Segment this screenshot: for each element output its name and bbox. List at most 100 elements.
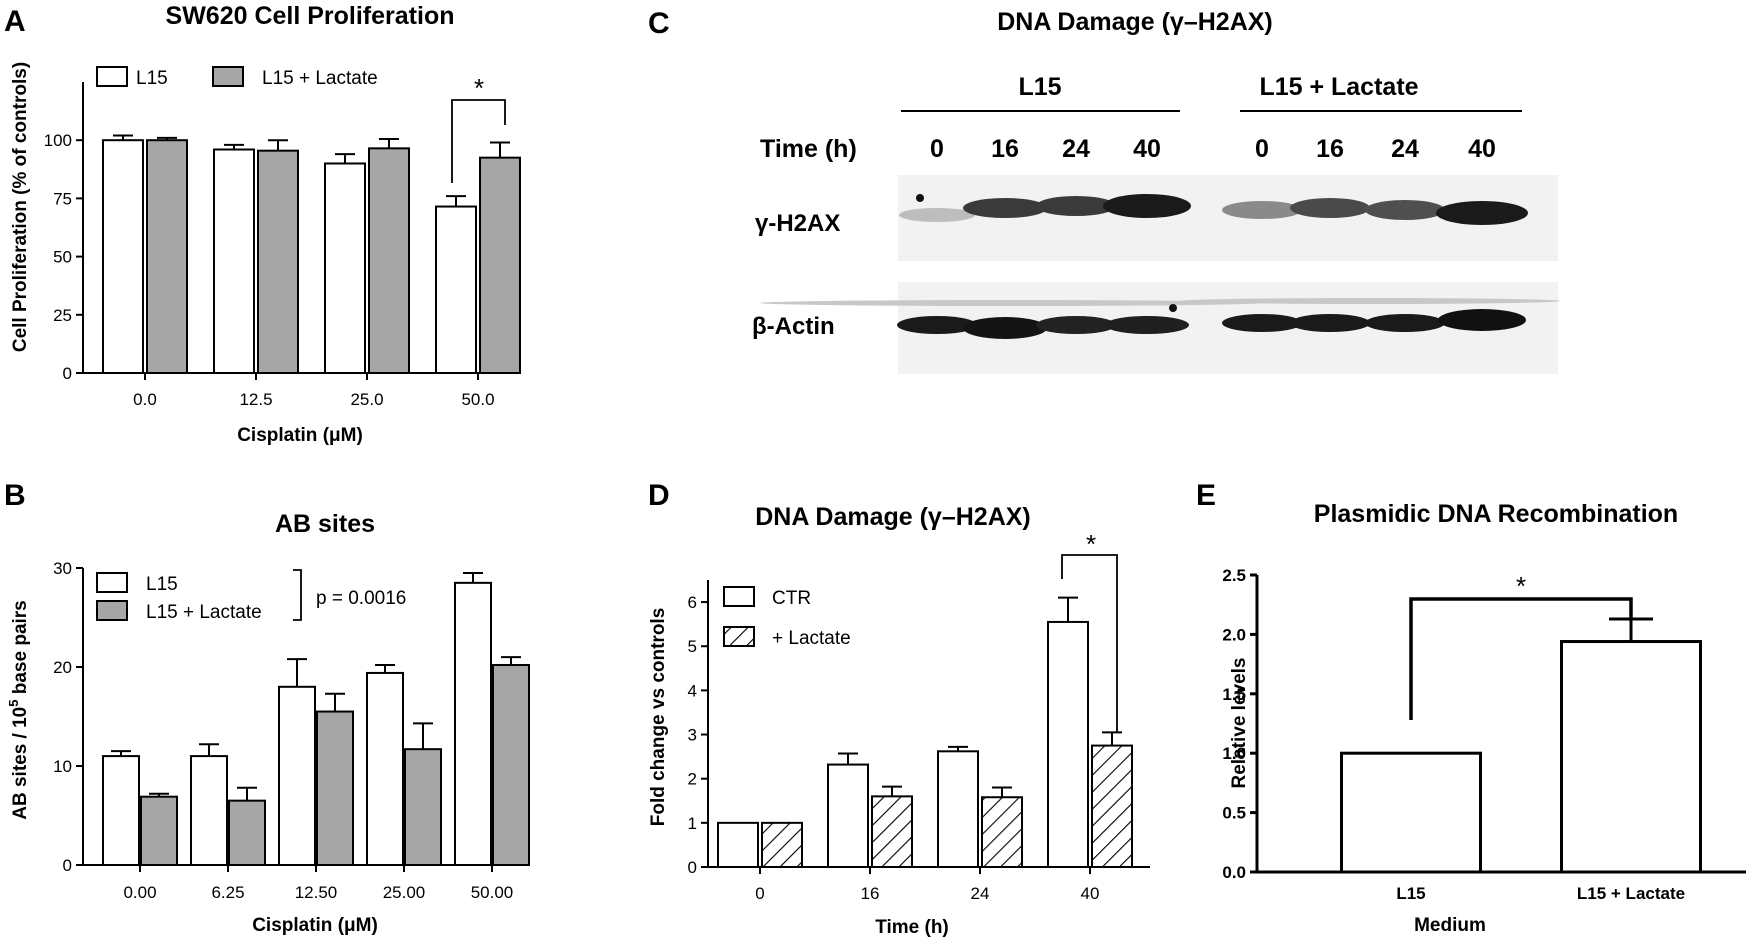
blot-time-labels: 0 16 24 40 0 16 24 40 [930, 135, 1496, 163]
chart-b-x-tick-label: 6.25 [211, 883, 244, 902]
chart-e-significance-bracket [1409, 597, 1633, 720]
chart-b-bar [454, 581, 492, 866]
chart-e-y-tick-label: 0.5 [1222, 804, 1246, 823]
chart-b-bar [278, 685, 316, 866]
blot-band [899, 208, 975, 222]
blot-time: 40 [1468, 135, 1496, 163]
chart-e-y-tick-label: 0.0 [1222, 863, 1246, 882]
chart-b-title: AB sites [275, 510, 375, 538]
chart-d-bar [1091, 744, 1133, 868]
blot-band [1036, 196, 1116, 216]
chart-e-xlabel: Medium [1414, 915, 1486, 936]
chart-d-title: DNA Damage (γ–H2AX) [755, 503, 1031, 531]
chart-a-ylabel: Cell Proliferation (% of controls) [10, 62, 31, 352]
chart-e-y-tick-label: 2.0 [1222, 625, 1246, 644]
chart-d-y-tick-label: 3 [688, 726, 697, 745]
chart-e-bar [1560, 640, 1702, 874]
chart-b-ylabel-main: AB sites / 10 [10, 707, 31, 820]
chart-e-y-tick-label: 1.0 [1222, 744, 1246, 763]
panel-label-d: D [648, 479, 670, 512]
chart-b-y-tick-label: 10 [53, 757, 72, 776]
blot-band [1438, 309, 1526, 331]
chart-b-legend-swatch-l15 [96, 572, 128, 593]
chart-d-legend-lactate: + Lactate [772, 628, 851, 649]
chart-a-y-tick-label: 25 [53, 306, 72, 325]
chart-b-ylabel-sup: 5 [6, 700, 21, 707]
blot-group-l15: L15 [1018, 73, 1061, 101]
blot-time: 24 [1391, 135, 1419, 163]
chart-d-y-tick-label: 6 [688, 593, 697, 612]
blot-band [1365, 314, 1445, 332]
chart-d-plot: 0 1 2 3 4 5 6 0 16 24 40 [688, 580, 1150, 903]
blot-band [1105, 316, 1189, 334]
chart-a-y-tick-label: 50 [53, 248, 72, 267]
chart-d-y-tick-label: 1 [688, 814, 697, 833]
blot-band [963, 198, 1047, 218]
blot-group-lactate: L15 + Lactate [1259, 73, 1418, 101]
blot-time: 16 [1316, 135, 1344, 163]
chart-d-y-tick-label: 5 [688, 637, 697, 656]
chart-a-x-tick-label: 50.0 [461, 390, 494, 409]
chart-a-x-tick-label: 0.0 [133, 390, 157, 409]
blot-bands-actin [760, 298, 1560, 339]
chart-d: DNA Damage (γ–H2AX) Time (h) Fold change… [648, 503, 1150, 938]
blot-band [1290, 198, 1370, 218]
chart-d-x-tick-label: 0 [755, 884, 764, 903]
chart-a-x-tick-label: 12.5 [239, 390, 272, 409]
blot-row-label-actin: β-Actin [752, 313, 835, 340]
chart-d-significance-star: * [1086, 529, 1096, 559]
chart-e-significance-star: * [1516, 571, 1526, 601]
blot-speck [1169, 304, 1177, 312]
chart-d-significance-bracket [1061, 554, 1118, 733]
chart-b-pvalue: p = 0.0016 [316, 588, 406, 609]
chart-d-y-tick-label: 2 [688, 770, 697, 789]
blot-band [1222, 314, 1302, 332]
chart-a-legend-lactate: L15 + Lactate [262, 68, 378, 89]
blot-band [1103, 194, 1191, 218]
chart-e-plot: 0.0 0.5 1.0 1.5 2.0 2.5 L15 L15 + Lactate [1222, 566, 1746, 903]
blot-title: DNA Damage (γ–H2AX) [997, 8, 1273, 36]
chart-b-xlabel-text: Cisplatin (μM) [252, 915, 378, 936]
chart-b-legend-l15: L15 [146, 574, 178, 595]
blot-faint-band [760, 300, 1260, 306]
chart-a-significance-star: * [474, 73, 484, 103]
chart-a-x-tick-label: 25.0 [350, 390, 383, 409]
chart-b-bar [404, 748, 442, 866]
blot-time: 24 [1062, 135, 1090, 163]
chart-b-bar [140, 795, 178, 866]
chart-d-x-tick-label: 40 [1081, 884, 1100, 903]
chart-d-y-tick-label: 0 [688, 858, 697, 877]
chart-d-legend-ctr: CTR [772, 588, 811, 609]
chart-d-bar [1047, 620, 1089, 869]
chart-b-y-tick-label: 0 [63, 856, 72, 875]
blot-band [1036, 316, 1116, 334]
chart-d-xlabel: Time (h) [875, 917, 949, 938]
chart-a-bar [146, 139, 188, 374]
chart-a-bar [102, 139, 144, 374]
chart-b-ylabel-tail: base pairs [10, 600, 31, 699]
chart-b-x-tick-label: 50.00 [471, 883, 514, 902]
chart-d-bar [827, 763, 869, 868]
blot-time: 16 [991, 135, 1019, 163]
chart-b-bar [316, 710, 354, 866]
chart-b-x-tick-label: 0.00 [123, 883, 156, 902]
blot-band [963, 317, 1047, 339]
chart-a-bar [213, 148, 255, 374]
blot-band [1365, 200, 1445, 220]
chart-a-legend-swatch-lactate [212, 66, 244, 87]
chart-a-y-tick-label: 0 [63, 364, 72, 383]
blot-time: 0 [1255, 135, 1269, 163]
chart-b-legend-lactate: L15 + Lactate [146, 602, 262, 623]
chart-b-bar [492, 664, 530, 867]
chart-b-bar [190, 755, 228, 866]
blot-band [1436, 201, 1528, 225]
chart-a-bar [479, 156, 521, 374]
panel-label-a: A [4, 5, 26, 38]
blot-time: 0 [930, 135, 944, 163]
chart-a-bar [435, 205, 477, 374]
chart-e-ylabel: Relative levels [1229, 658, 1250, 789]
panel-label-b: B [4, 479, 26, 512]
chart-d-x-tick-label: 16 [861, 884, 880, 903]
panel-label-e: E [1196, 479, 1216, 512]
